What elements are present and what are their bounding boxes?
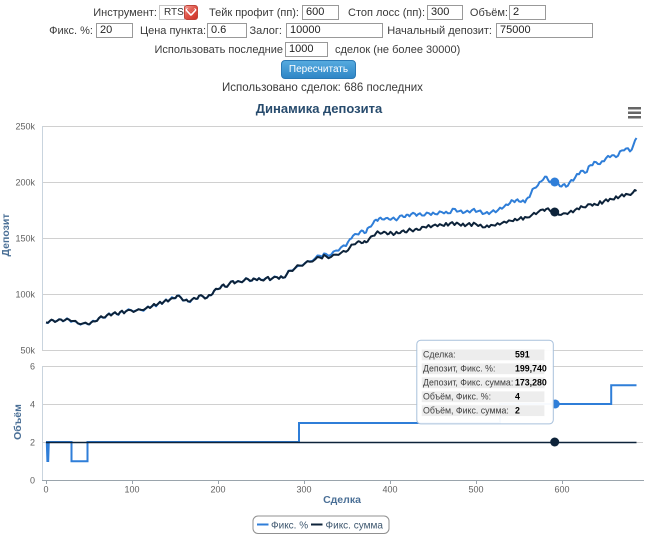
svg-text:Сделка: Сделка — [323, 494, 361, 506]
svg-text:2: 2 — [515, 405, 520, 415]
svg-text:Сделка:: Сделка: — [423, 350, 456, 360]
svg-text:4: 4 — [30, 400, 35, 410]
svg-text:2: 2 — [30, 438, 35, 448]
svg-text:Объём, Фикс. %:: Объём, Фикс. %: — [423, 391, 491, 401]
svg-text:250k: 250k — [15, 122, 35, 132]
svg-text:591: 591 — [515, 350, 530, 360]
svg-text:0: 0 — [43, 485, 48, 495]
svg-text:300: 300 — [296, 485, 311, 495]
svg-text:Депозит, Фикс. сумма:: Депозит, Фикс. сумма: — [423, 377, 513, 387]
svg-text:50k: 50k — [20, 346, 35, 356]
svg-text:400: 400 — [382, 485, 397, 495]
svg-text:200: 200 — [210, 485, 225, 495]
svg-text:Депозит, Фикс. %:: Депозит, Фикс. %: — [423, 363, 495, 373]
svg-text:Объём, Фикс. сумма:: Объём, Фикс. сумма: — [423, 405, 509, 415]
svg-text:173,280: 173,280 — [515, 377, 547, 387]
svg-text:150k: 150k — [15, 234, 35, 244]
svg-text:600: 600 — [554, 485, 569, 495]
svg-text:4: 4 — [515, 391, 520, 401]
svg-text:199,740: 199,740 — [515, 363, 547, 373]
svg-text:Фикс. сумма: Фикс. сумма — [326, 520, 384, 531]
svg-text:Депозит: Депозит — [0, 214, 12, 257]
svg-text:0: 0 — [30, 476, 35, 486]
svg-text:Объём: Объём — [12, 404, 24, 440]
svg-text:200k: 200k — [15, 178, 35, 188]
svg-text:100: 100 — [124, 485, 139, 495]
svg-text:500: 500 — [468, 485, 483, 495]
svg-text:100k: 100k — [15, 290, 35, 300]
svg-text:Фикс. %: Фикс. % — [271, 520, 308, 531]
svg-text:Динамика депозита: Динамика депозита — [256, 101, 383, 116]
svg-text:6: 6 — [30, 362, 35, 372]
